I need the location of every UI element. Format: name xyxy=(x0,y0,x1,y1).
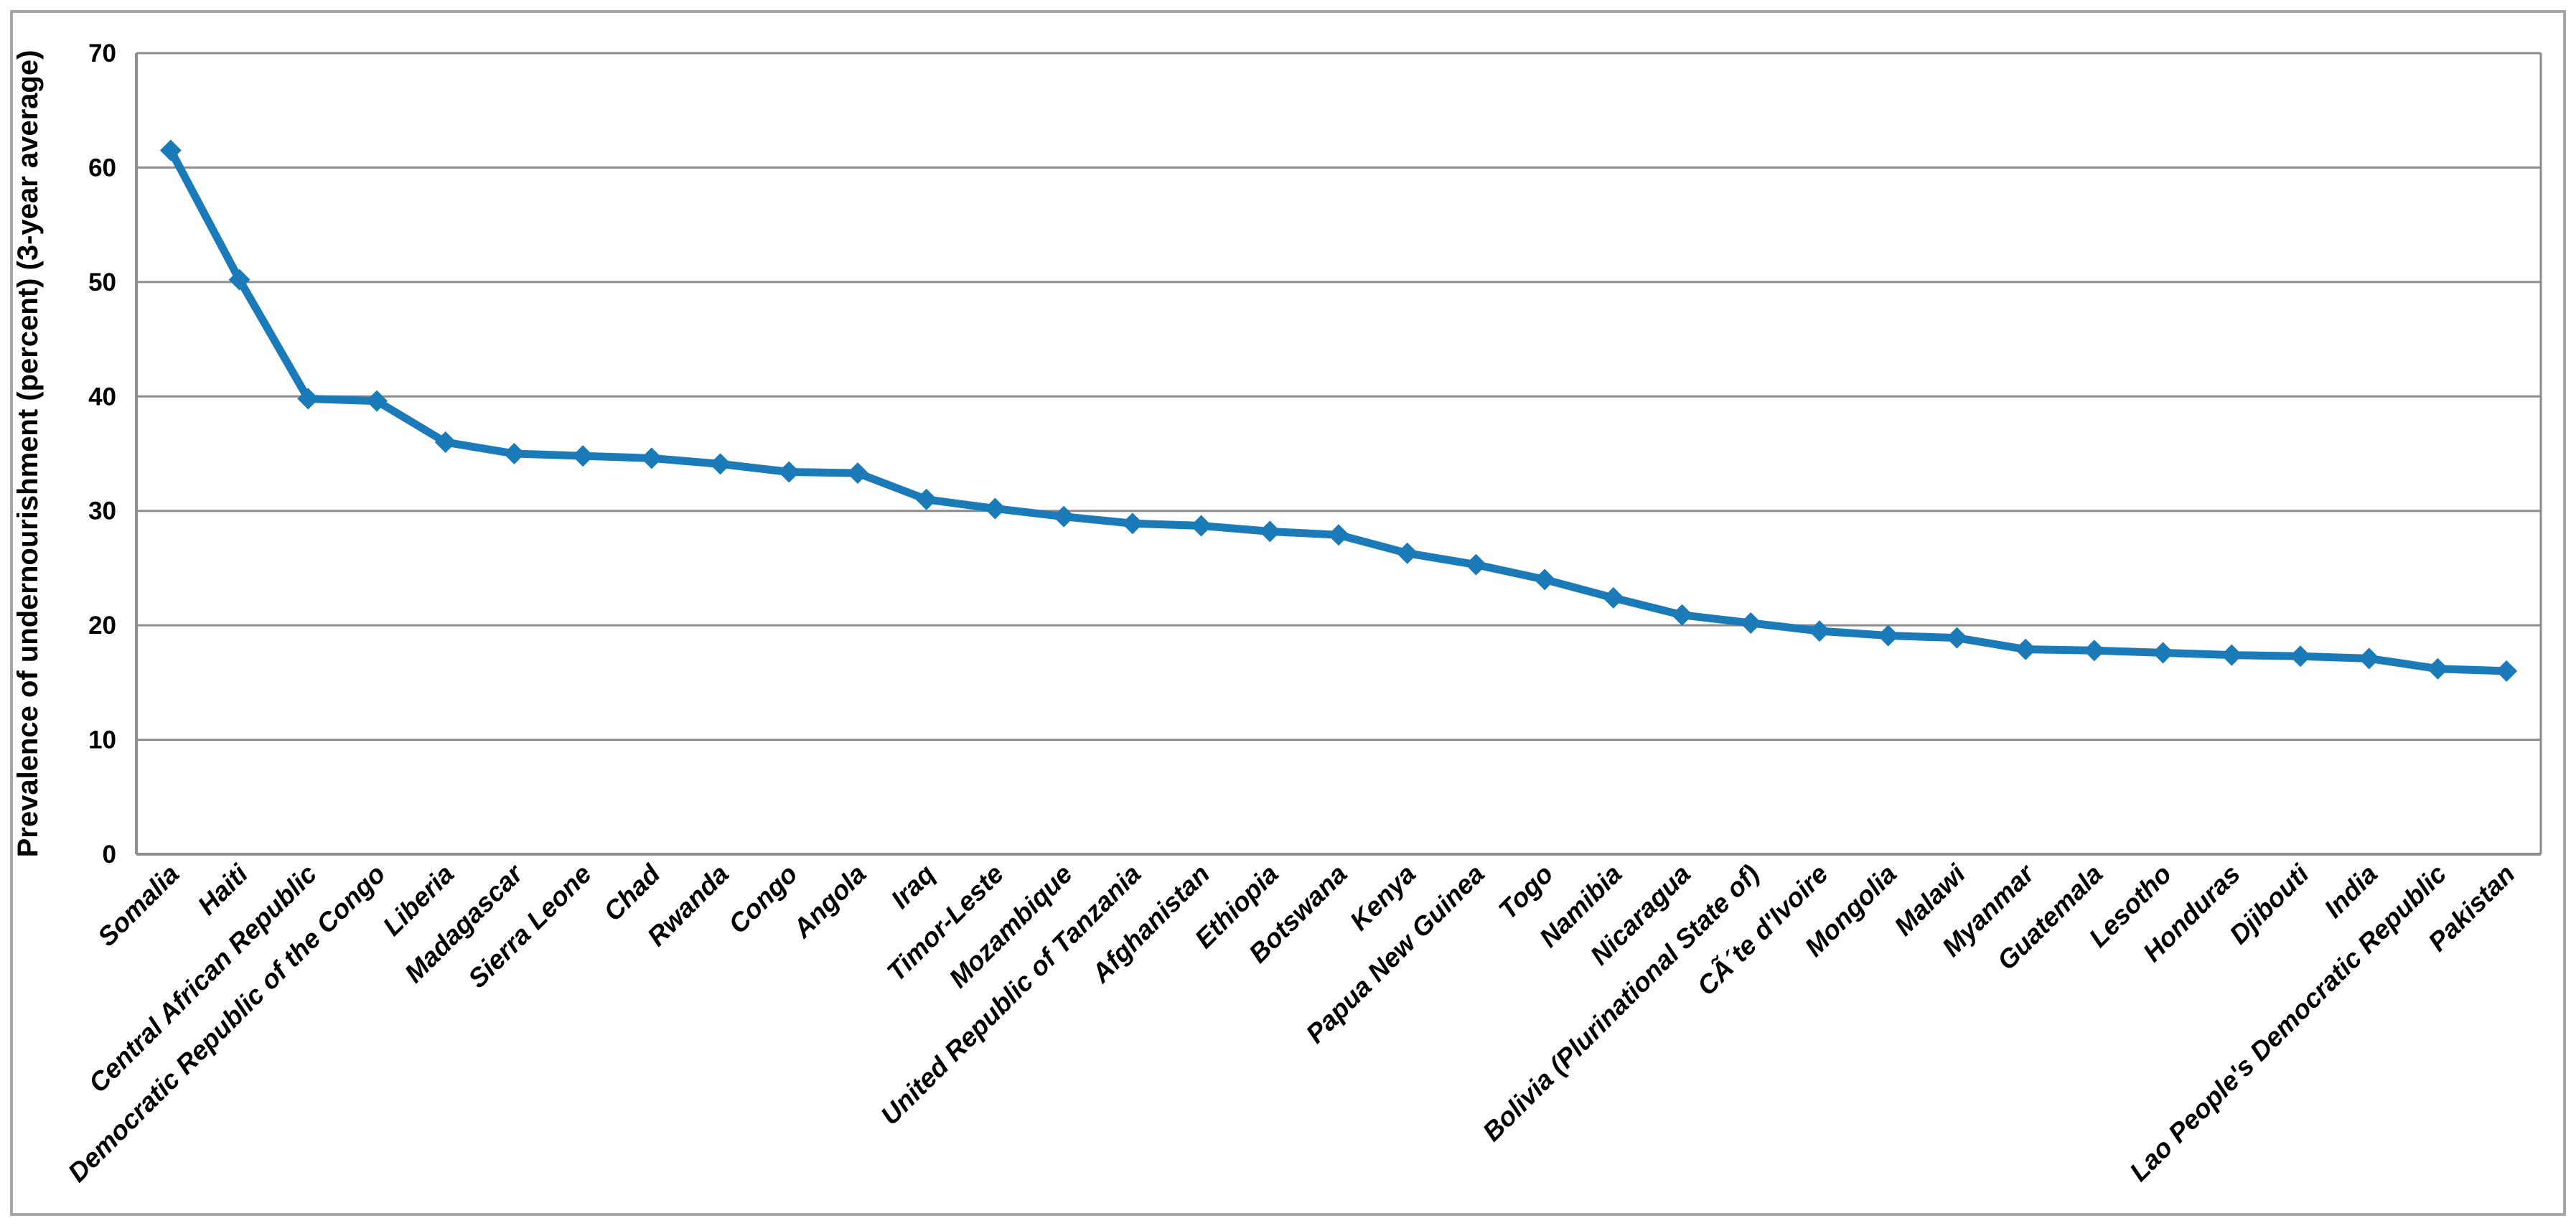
data-point-marker xyxy=(366,390,388,412)
y-tick-label-50: 50 xyxy=(88,268,116,296)
data-point-marker xyxy=(1328,524,1349,546)
data-point-marker xyxy=(297,388,319,410)
y-tick-label-30: 30 xyxy=(88,497,116,525)
y-tick-label-40: 40 xyxy=(88,383,116,411)
data-point-marker xyxy=(1946,627,1968,649)
data-point-marker xyxy=(1740,612,1762,634)
data-point-marker xyxy=(434,431,456,454)
data-point-marker xyxy=(1190,515,1212,537)
data-point-marker xyxy=(640,447,662,469)
data-point-marker xyxy=(984,497,1006,520)
data-point-marker xyxy=(2358,647,2380,670)
data-point-marker xyxy=(1671,604,1693,626)
data-point-marker xyxy=(1465,553,1487,576)
data-point-marker xyxy=(2152,642,2174,664)
data-point-marker xyxy=(503,443,525,464)
data-point-marker xyxy=(572,445,594,467)
chart-frame-border xyxy=(10,10,2566,1216)
data-point-marker xyxy=(2015,638,2037,660)
data-point-marker xyxy=(2290,645,2311,668)
data-point-marker xyxy=(1602,586,1624,609)
y-tick-label-0: 0 xyxy=(103,841,116,869)
data-point-marker xyxy=(1259,520,1281,543)
data-point-marker xyxy=(1534,568,1556,591)
data-point-marker xyxy=(2496,660,2518,682)
data-point-marker xyxy=(159,139,182,162)
data-point-marker xyxy=(847,462,868,485)
y-tick-label-70: 70 xyxy=(88,39,116,67)
data-point-marker xyxy=(1809,620,1830,642)
data-point-marker xyxy=(1877,624,1899,647)
y-tick-label-10: 10 xyxy=(88,726,116,754)
data-point-marker xyxy=(2221,644,2243,666)
data-point-marker xyxy=(778,461,800,483)
y-tick-label-60: 60 xyxy=(88,154,116,182)
y-tick-label-20: 20 xyxy=(88,612,116,640)
data-point-marker xyxy=(1053,505,1075,528)
data-point-marker xyxy=(709,453,731,475)
data-point-marker xyxy=(1396,542,1418,564)
data-point-marker xyxy=(228,268,250,291)
data-point-marker xyxy=(915,488,937,510)
data-point-marker xyxy=(1121,513,1143,535)
y-axis-title: Prevalence of undernourishment (percent)… xyxy=(12,50,44,858)
data-point-marker xyxy=(2083,640,2105,662)
data-point-marker xyxy=(2427,658,2449,680)
